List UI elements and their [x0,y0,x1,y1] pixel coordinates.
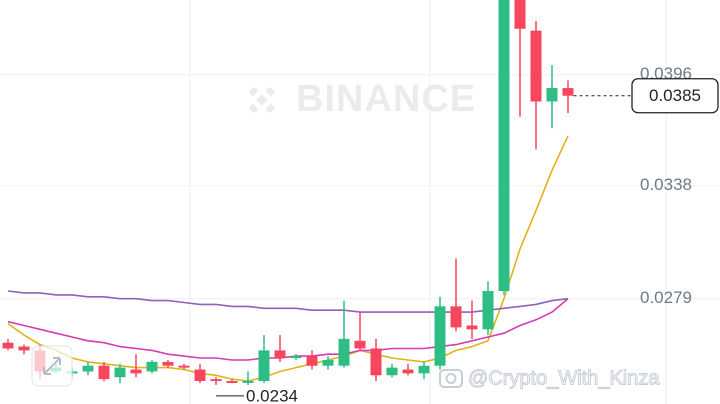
candles [2,0,574,385]
candle-body [482,291,494,330]
candle-body [194,369,206,382]
candle-body [370,348,382,376]
credit: @Crypto_With_Kinza [439,367,661,390]
candle-body [354,340,366,349]
candle-body [114,367,126,378]
moving-average-line [7,290,569,313]
candle-body [402,369,414,374]
candle-body [450,306,462,328]
candle-body [322,359,334,366]
candle-body [498,0,510,292]
moving-averages [7,135,569,382]
candle-body [82,365,94,372]
candle-body [434,306,446,366]
candle-body [242,381,254,383]
candle-body [306,356,318,366]
candle-body [338,338,350,366]
candle-body [562,88,574,96]
watermark-text: BINANCE [296,78,476,120]
last-price-box [631,78,719,114]
candle-body [386,367,398,376]
watermark-logo [248,86,276,114]
watermark: BINANCE [248,78,476,120]
moving-average-line [7,135,569,382]
expand-glyph [43,357,61,375]
candle-body [18,346,30,351]
expand-icon[interactable] [31,345,73,387]
camera-icon [439,369,463,388]
candle-body [226,381,238,383]
candle-body [530,30,542,102]
vertical-grid [189,0,667,404]
candle-body [290,356,302,359]
candle-body [546,88,558,102]
candle-body [162,361,174,366]
last-price-label: 0.0385 [649,86,701,105]
candle-body [178,365,190,368]
candle-body [514,0,526,29]
candle-body [130,369,142,374]
candle-body [146,361,158,372]
candle-body [2,342,14,349]
credit-text: @Crypto_With_Kinza [468,367,660,389]
moving-average-line [7,298,569,361]
candle-body [258,350,270,382]
candle-body [98,365,110,380]
low-marker-label: 0.0234 [246,386,298,404]
candle-body [210,379,222,382]
y-tick-label: 0.0279 [640,288,692,307]
y-tick-label: 0.0338 [640,175,692,194]
candle-body [418,365,430,374]
candle-body [466,325,478,330]
candle-body [274,350,286,359]
